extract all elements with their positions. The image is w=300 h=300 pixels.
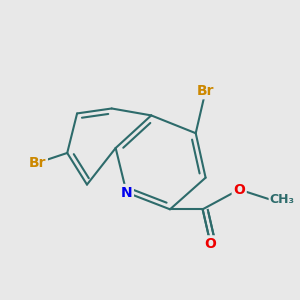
Text: CH₃: CH₃ [270, 193, 295, 206]
Text: Br: Br [197, 84, 214, 98]
Text: O: O [205, 237, 217, 251]
Text: Br: Br [29, 156, 46, 170]
Text: O: O [233, 182, 245, 197]
Text: N: N [121, 185, 132, 200]
